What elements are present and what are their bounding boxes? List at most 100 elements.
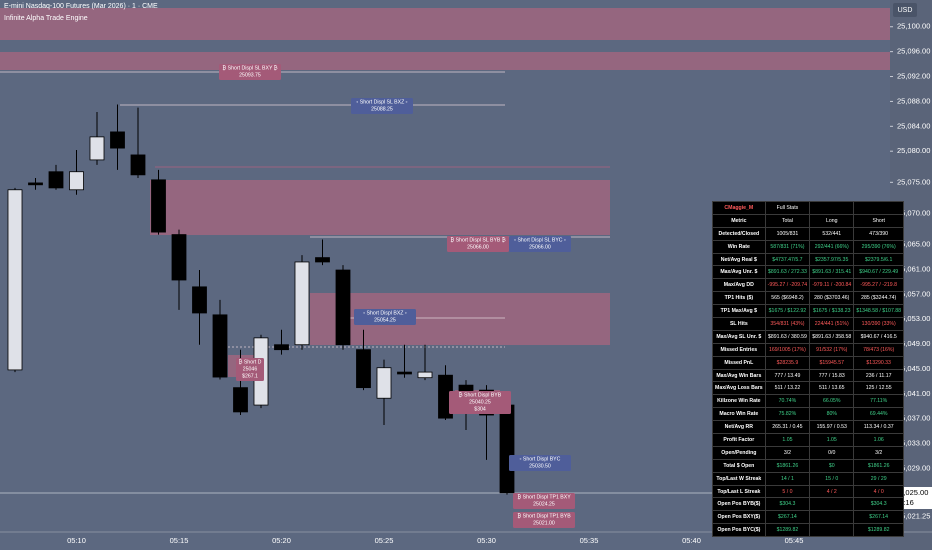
metric-label: Max/Avg DD [712, 278, 766, 293]
x-tick-label: 05:15 [170, 536, 189, 545]
metric-value: 29 / 29 [853, 471, 905, 486]
table-column-header: Total [764, 213, 811, 228]
metric-value: 1.05 [809, 433, 855, 447]
metric-value: $1289.82 [853, 523, 905, 538]
y-tick-label: 25,037.00 [897, 414, 930, 423]
candle-body [48, 171, 64, 189]
candle-body [151, 179, 166, 233]
candle-body [212, 314, 228, 378]
currency-button[interactable] [893, 3, 917, 17]
metric-value: 265.31 / 0.45 [764, 420, 811, 435]
metric-value: $1675 / $122.92 [764, 304, 811, 319]
table-row: Max/Avg DD -995.27 / -209.74 -979.11 / -20… [712, 278, 905, 293]
metric-value: 66.05% [809, 394, 855, 409]
metric-label: Max/Avg SL Unr. $ [712, 329, 766, 344]
y-tick-label: 25,100.00 [897, 22, 930, 31]
annotation-box [447, 236, 509, 252]
table-header-cell: Full Stats [764, 201, 811, 215]
metric-value: 80% [809, 407, 855, 422]
metric-value: -979.11 / -200.84 [809, 278, 855, 293]
candle-body [397, 371, 412, 375]
metric-label: Missed Entries [712, 342, 766, 357]
metric-label: Macro Win Rate [712, 407, 766, 422]
metric-value: $2379.5/6.1 [853, 252, 905, 267]
annotation-price: 25021.00 [533, 520, 555, 526]
metric-value: 532/441 [809, 226, 855, 241]
metric-value: $28235.9 [764, 355, 811, 370]
table-row: Open Pos BXY($) $267.14 $267.14 [712, 510, 905, 525]
metric-value [809, 510, 855, 525]
table-row: Missed PnL $28235.9 $15945.57 $13290.33 [712, 355, 905, 370]
metric-label: Profit Factor [712, 433, 766, 447]
metric-value: $304.3 [764, 497, 811, 512]
y-tick-label: 25,033.00 [897, 439, 930, 448]
stats-table: CMaggie_M Full Stats Metric Total Long Short D… [712, 201, 905, 538]
metric-value: $1675 / $138.23 [809, 304, 855, 319]
table-header-row: CMaggie_M Full Stats [712, 201, 905, 215]
y-tick-label: 25,029.00 [897, 464, 930, 473]
metric-value: 125 / 12.55 [853, 381, 905, 396]
table-row: Net/Avg RR 265.31 / 0.45 155.97 / 0.53 113.… [712, 420, 905, 435]
table-row: Macro Win Rate 75.82% 80% 69.44% [712, 407, 905, 422]
annotation-text: ₿ Short Displ SL BYB ₿ [450, 236, 506, 243]
metric-label: Max/Avg Win Bars [712, 368, 766, 383]
metric-value: 91/532 (17%) [809, 342, 855, 357]
y-tick-label: 25,088.00 [897, 96, 930, 105]
y-tick-label: 25,075.00 [897, 177, 930, 186]
candle-body [356, 349, 371, 389]
indicator-name: Infinite Alpha Trade Engine [4, 15, 88, 22]
table-row: Max/Avg Loss Bars 511 / 13.22 511 / 13.65 1… [712, 381, 905, 396]
annotation-text: ▫ Short Displ SL BXZ ▫ [356, 99, 407, 105]
metric-value: 777 / 15.83 [809, 368, 855, 383]
table-row: Max/Avg SL Unr. $ $891.63 / 380.59 $891.63… [712, 329, 905, 344]
countdown: 00:16 [895, 498, 914, 507]
metric-value: 1.06 [853, 433, 905, 447]
metric-value: $1861.26 [853, 458, 905, 473]
table-row: Open Pos BYB($) $304.3 $304.3 [712, 497, 905, 512]
candle-body [499, 404, 515, 494]
metric-value: $891.63 / 380.59 [764, 329, 811, 344]
metric-value: 280 ($3703.46) [809, 291, 855, 306]
x-tick-label: 05:40 [682, 536, 701, 545]
table-row: SL Hits 354/831 (43%) 224/441 (51%) 130/390… [712, 317, 905, 331]
y-tick-label: 25,061.00 [897, 264, 930, 273]
metric-value: 70.74% [764, 394, 811, 409]
metric-value: 0/0 [809, 445, 855, 460]
candle-body [315, 257, 330, 263]
metric-label: Top/Last W Streak [712, 471, 766, 486]
metric-value: $0 [809, 458, 855, 473]
metric-value: $891.63 / 358.58 [809, 329, 855, 344]
metric-label: Net/Avg Real $ [712, 252, 766, 267]
metric-value: 777 / 13.49 [764, 368, 811, 383]
y-tick-label: 25,053.00 [897, 314, 930, 323]
metric-value: -995.27 / -209.74 [764, 278, 811, 293]
annotation-text: ₿ Short Displ TP1 BYB [517, 512, 571, 519]
metric-label: TP1 Hits ($) [712, 291, 766, 306]
metric-label: TP1 Max/Avg $ [712, 304, 766, 319]
currency[interactable]: USD [898, 7, 913, 14]
metric-value: 3/2 [853, 445, 905, 460]
metric-value: 1.05 [764, 433, 811, 447]
annotation-box [351, 98, 413, 114]
metric-value: $2357.97/5.35 [809, 252, 855, 267]
metric-value: 4 / 2 [809, 484, 855, 499]
metric-label: Open Pos BXY($) [712, 510, 766, 525]
annotation-box [219, 64, 281, 80]
table-column-header: Short [853, 213, 905, 228]
annotation-pnl: $267.1 [242, 373, 258, 379]
y-tick-label: 25,049.00 [897, 339, 930, 348]
table-header-cell [853, 201, 905, 215]
table-row: Net/Avg Real $ $4737.47/5.7 $2357.97/5.35 $… [712, 252, 905, 267]
metric-value: 77.11% [853, 394, 905, 409]
metric-value: 224/441 (51%) [809, 317, 855, 331]
y-tick-label: 25,021.25 [897, 512, 930, 521]
x-tick-label: 05:35 [580, 536, 599, 545]
annotation-price: 25054.25 [374, 317, 396, 323]
metric-value: $891.63 / 272.33 [764, 265, 811, 280]
table-row: Open/Pending 3/2 0/0 3/2 [712, 445, 905, 460]
annotation-box [509, 455, 571, 471]
table-row: Max/Avg Unr. $ $891.63 / 272.33 $891.63 / … [712, 265, 905, 280]
